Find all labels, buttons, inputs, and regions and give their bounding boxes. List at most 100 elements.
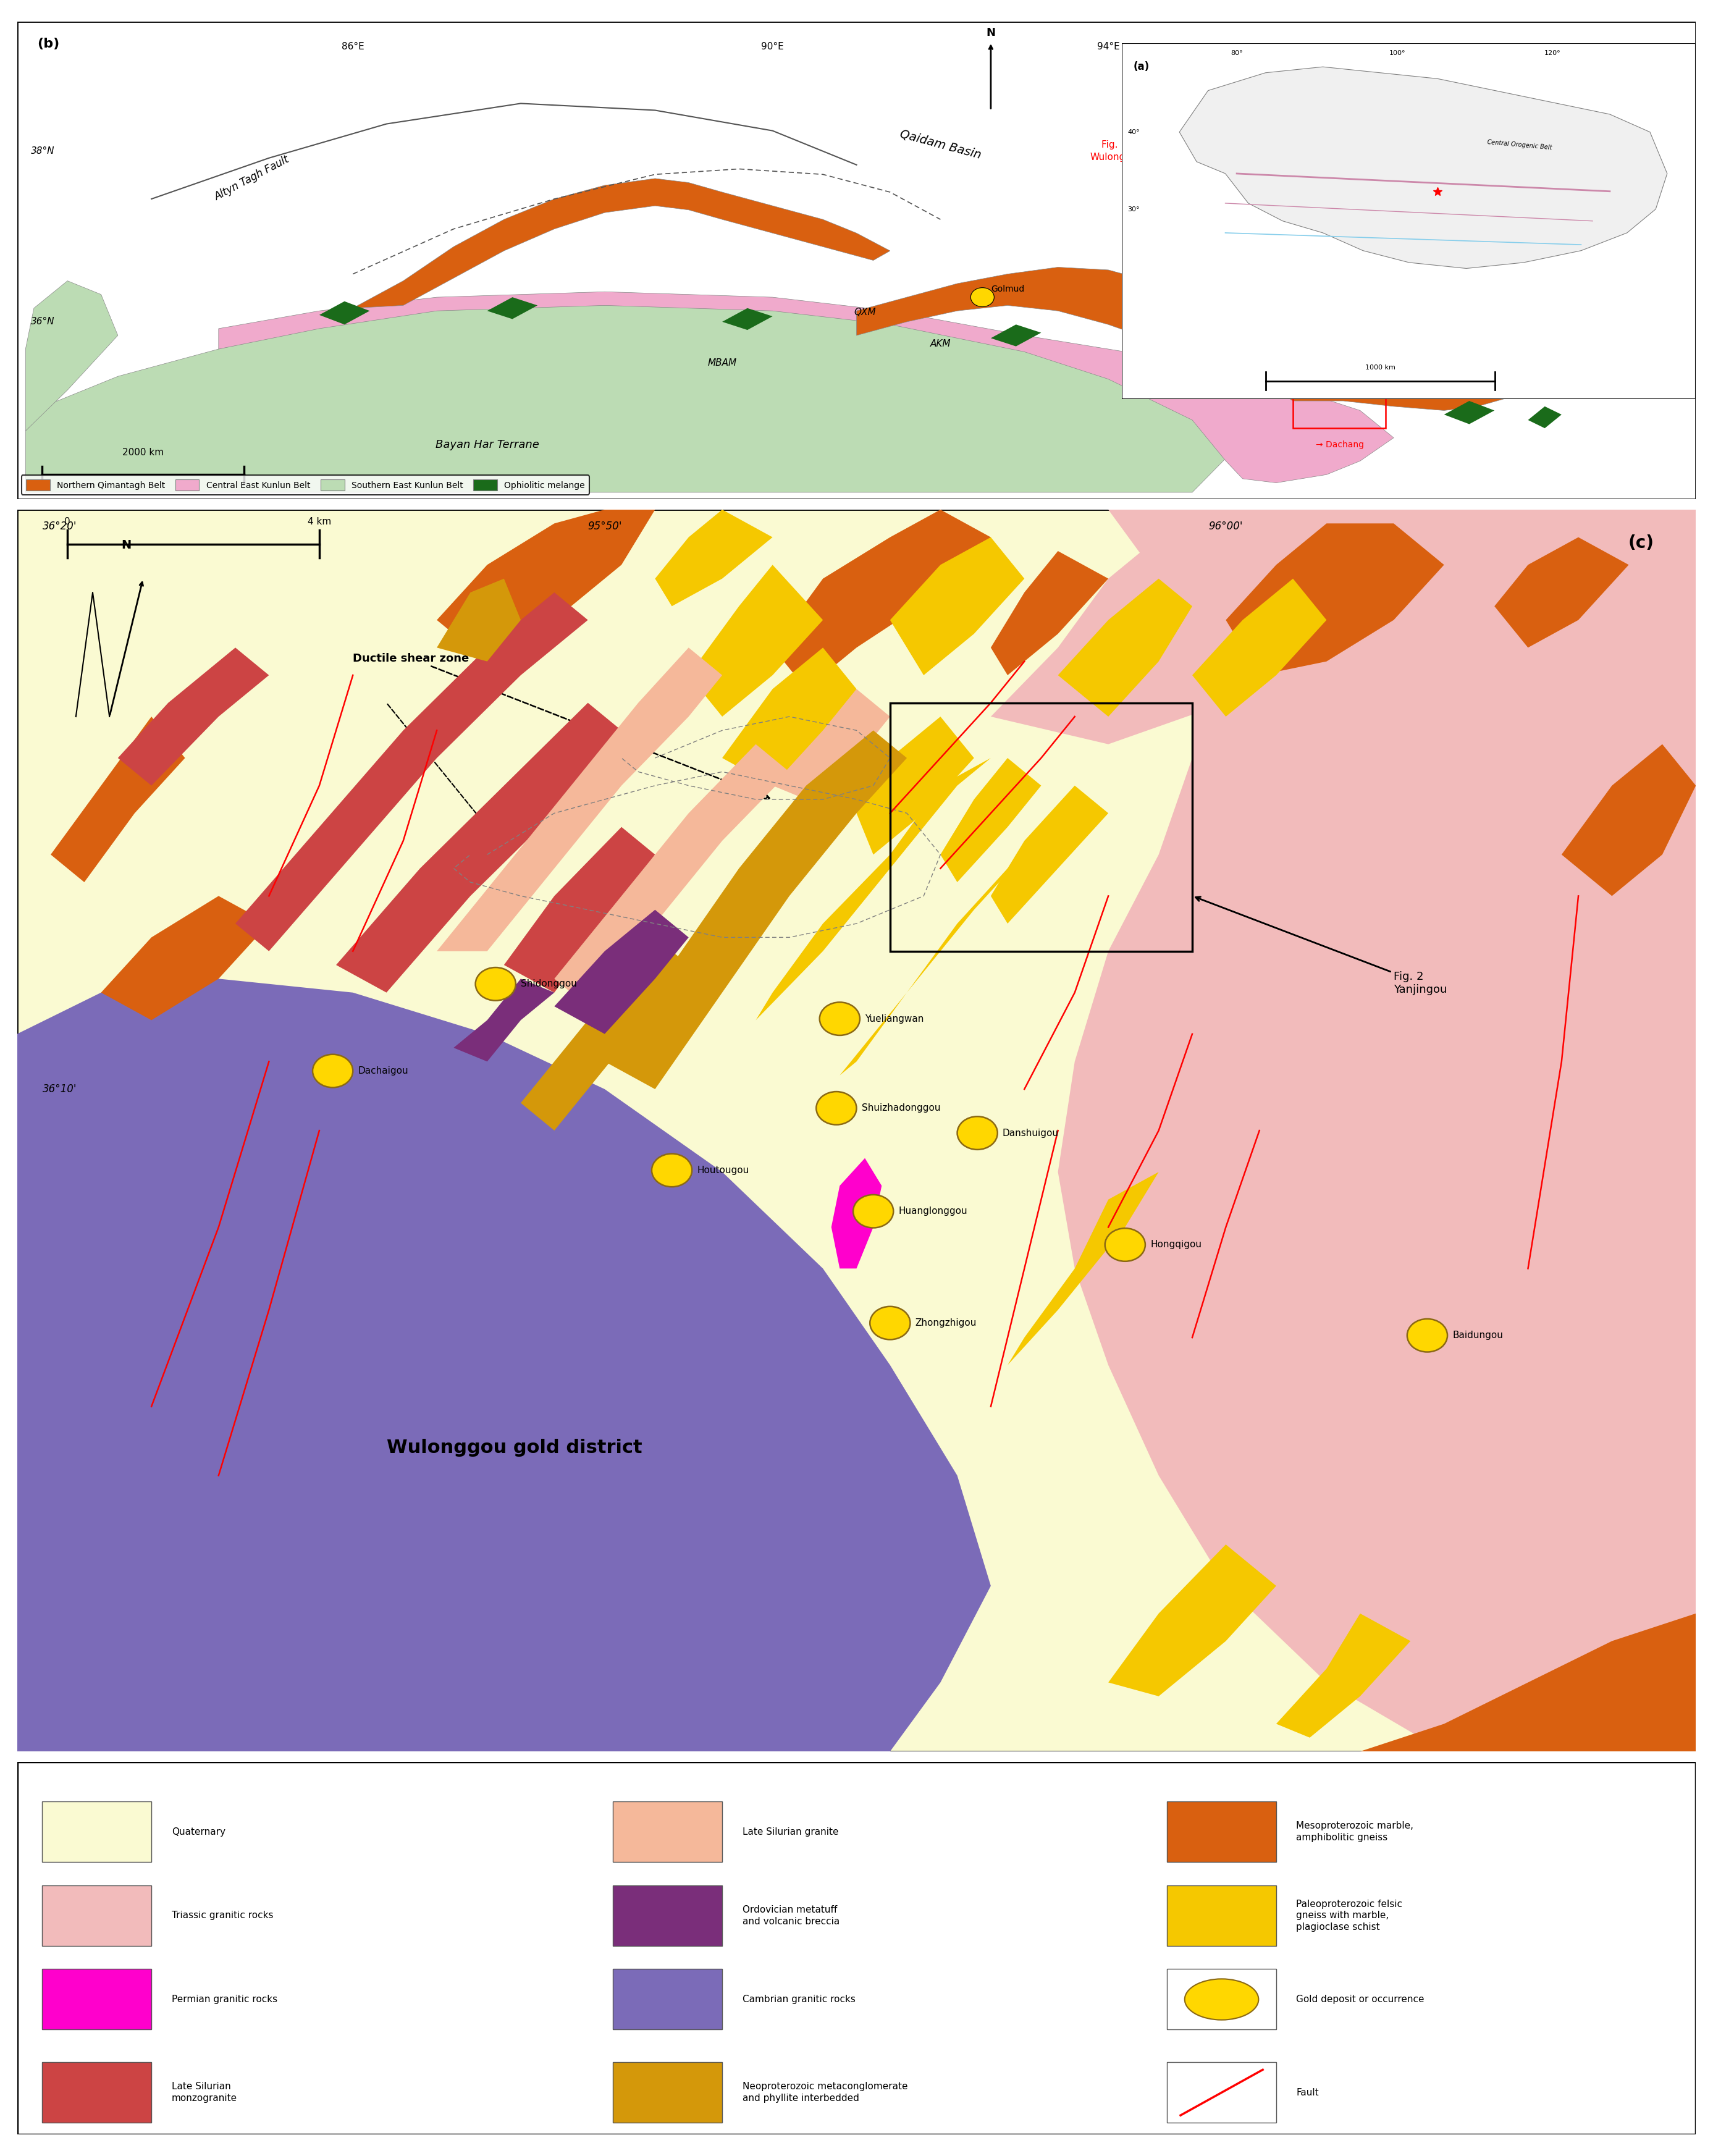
Polygon shape [353,179,891,308]
Polygon shape [940,759,1042,882]
Text: AKM: AKM [930,338,951,347]
Polygon shape [504,828,654,992]
Polygon shape [1494,537,1629,647]
Text: Ductile shear zone: Ductile shear zone [353,653,769,798]
Bar [613,1802,723,1863]
Bar [1167,1802,1276,1863]
Polygon shape [1444,401,1494,425]
Text: N: N [987,26,995,39]
Polygon shape [1192,356,1242,379]
Polygon shape [1192,578,1326,716]
Polygon shape [1059,509,1696,1751]
Text: Fault: Fault [1297,2087,1319,2098]
Polygon shape [26,302,1227,492]
Text: Cambrian granitic rocks: Cambrian granitic rocks [742,1994,855,2005]
Text: Huanglonggou: Huanglonggou [899,1207,968,1216]
Bar [1167,1968,1276,2029]
Polygon shape [990,785,1108,923]
Text: Baidungou: Baidungou [1453,1330,1502,1341]
Polygon shape [1562,744,1696,897]
Text: 30°: 30° [1127,207,1139,211]
Text: Wulonggou gold district: Wulonggou gold district [387,1438,642,1457]
Text: Dulan: Dulan [1334,287,1360,295]
Text: MBAM: MBAM [707,358,737,367]
Text: Gold deposit or occurrence: Gold deposit or occurrence [1297,1994,1425,2005]
Circle shape [958,1117,997,1149]
Bar [891,703,1192,951]
Polygon shape [773,690,891,800]
Polygon shape [555,910,689,1035]
Bar [613,1884,723,1947]
Polygon shape [990,509,1394,744]
Text: Triassic granitic rocks: Triassic granitic rocks [171,1910,272,1921]
Text: Late Silurian
monzogranite: Late Silurian monzogranite [171,2083,236,2102]
Text: Hongqigou: Hongqigou [1151,1240,1201,1250]
Text: 36°20': 36°20' [43,522,77,533]
Text: 2000 km: 2000 km [122,448,164,457]
Polygon shape [1227,524,1444,675]
Text: Bayan Har Terrane: Bayan Har Terrane [435,440,540,451]
Text: Ordovician metatuff
and volcanic breccia: Ordovician metatuff and volcanic breccia [742,1906,839,1925]
Polygon shape [723,308,773,330]
Text: Late Silurian granite: Late Silurian granite [742,1826,838,1837]
Circle shape [971,287,994,306]
Text: 4 km: 4 km [308,517,331,526]
Polygon shape [1276,1613,1410,1738]
Bar [43,1884,151,1947]
Bar [613,1968,723,2029]
Polygon shape [654,509,773,606]
Polygon shape [990,326,1042,347]
Text: Shuizhadonggou: Shuizhadonggou [862,1104,940,1112]
Text: 36°10': 36°10' [43,1084,77,1095]
Text: Altyn Tagh Fault: Altyn Tagh Fault [212,153,291,203]
Polygon shape [437,509,654,662]
Text: Fig. 1c
Wulonggou: Fig. 1c Wulonggou [1089,140,1143,162]
Text: Golmud: Golmud [990,285,1024,293]
Text: QXM: QXM [853,308,875,317]
Bar [43,2063,151,2124]
Text: 40°: 40° [1127,129,1139,136]
Text: → Dachang: → Dachang [1316,440,1364,448]
Text: 86°E: 86°E [341,41,365,52]
Text: 0: 0 [65,517,70,526]
Bar [1406,321,1483,379]
Polygon shape [839,828,1059,1076]
Polygon shape [437,578,521,662]
Text: Paleoproterozoic felsic
gneiss with marble,
plagioclase schist: Paleoproterozoic felsic gneiss with marb… [1297,1899,1403,1932]
Circle shape [870,1307,910,1339]
Bar [1167,2063,1276,2124]
Polygon shape [521,938,689,1130]
Text: Zhongzhigou: Zhongzhigou [915,1317,976,1328]
Text: Qaidam Basin: Qaidam Basin [898,127,983,162]
Polygon shape [990,552,1108,675]
Bar [43,1968,151,2029]
Polygon shape [486,298,538,319]
Text: Danshuigou: Danshuigou [1002,1128,1059,1138]
Text: Dachaigou: Dachaigou [358,1067,408,1076]
Polygon shape [336,703,622,992]
Bar [43,1802,151,1863]
Polygon shape [219,291,1394,483]
Circle shape [1185,1979,1259,2020]
Polygon shape [1059,578,1192,716]
Polygon shape [319,302,370,326]
Text: 94°E: 94°E [1096,41,1120,52]
Text: Fig. 2
Yanjingou: Fig. 2 Yanjingou [1196,897,1447,996]
Circle shape [312,1054,353,1087]
Text: (c): (c) [1627,535,1655,552]
Text: 100°: 100° [1389,50,1406,56]
Text: Balong: Balong [1250,326,1281,334]
Polygon shape [437,647,723,951]
Text: 95°50': 95°50' [588,522,622,533]
Text: Shidonggou: Shidonggou [521,979,577,990]
Text: Houtougou: Houtougou [697,1166,749,1175]
Text: 1000 km: 1000 km [1365,364,1396,371]
Text: Quaternary: Quaternary [171,1826,226,1837]
Polygon shape [26,280,118,431]
Text: Neoproterozoic metaconglomerate
and phyllite interbedded: Neoproterozoic metaconglomerate and phyl… [742,2083,908,2102]
Polygon shape [1528,405,1562,429]
Polygon shape [1276,332,1528,410]
Circle shape [651,1153,692,1186]
Circle shape [819,1003,860,1035]
Circle shape [1105,1229,1146,1261]
